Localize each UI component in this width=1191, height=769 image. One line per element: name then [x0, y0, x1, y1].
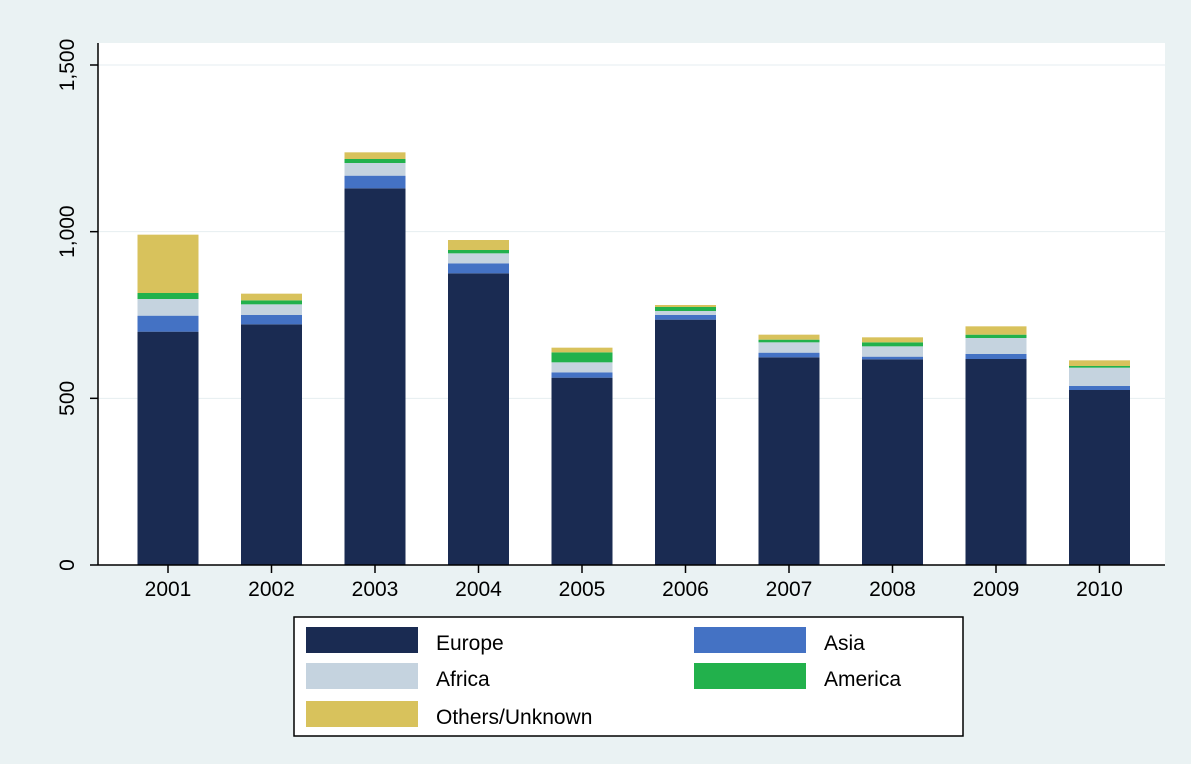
bar-segment-africa-2001 — [137, 299, 199, 316]
bar-segment-europe-2008 — [862, 359, 923, 565]
x-tick-label: 2005 — [559, 578, 606, 601]
x-tick-label: 2008 — [869, 578, 916, 601]
legend-label-asia: Asia — [824, 632, 865, 655]
bar-segment-europe-2003 — [344, 188, 406, 566]
legend-label-africa: Africa — [436, 668, 490, 691]
bar-segment-others-unknown-2008 — [862, 337, 923, 343]
bar-segment-asia-2010 — [1069, 386, 1130, 390]
bar-segment-africa-2003 — [344, 163, 406, 176]
bar-segment-africa-2002 — [241, 304, 302, 315]
x-tick-label: 2004 — [455, 578, 502, 601]
y-tick-label: 1,000 — [56, 205, 79, 258]
y-tick-label: 1,500 — [56, 39, 79, 92]
bar-segment-asia-2005 — [551, 372, 613, 378]
bar-segment-america-2006 — [655, 307, 716, 311]
bar-segment-africa-2010 — [1069, 367, 1130, 386]
bar-segment-asia-2004 — [448, 263, 509, 274]
x-tick-label: 2003 — [352, 578, 399, 601]
bar-segment-others-unknown-2009 — [965, 326, 1027, 335]
legend-label-america: America — [824, 668, 901, 691]
bar-segment-asia-2003 — [344, 175, 406, 189]
bar-segment-europe-2005 — [551, 377, 613, 565]
bar-segment-europe-2001 — [137, 331, 199, 565]
legend-swatch-europe — [306, 627, 418, 653]
bar-segment-others-unknown-2003 — [344, 152, 406, 159]
y-tick-label: 0 — [56, 559, 79, 571]
bar-segment-america-2004 — [448, 250, 509, 254]
bar-segment-america-2005 — [551, 352, 613, 363]
legend-label-europe: Europe — [436, 632, 504, 655]
bar-segment-asia-2008 — [862, 356, 923, 360]
bar-segment-america-2008 — [862, 342, 923, 347]
bar-segment-others-unknown-2005 — [551, 347, 613, 353]
x-tick-label: 2001 — [145, 578, 192, 601]
bar-segment-others-unknown-2004 — [448, 240, 509, 250]
bar-segment-europe-2002 — [241, 324, 302, 565]
bar-segment-europe-2007 — [758, 357, 820, 565]
bar-segment-america-2001 — [137, 293, 199, 299]
x-tick-label: 2010 — [1076, 578, 1123, 601]
bar-segment-others-unknown-2002 — [241, 293, 302, 301]
bar-segment-africa-2009 — [965, 338, 1027, 354]
x-tick-label: 2009 — [973, 578, 1020, 601]
x-tick-label: 2002 — [248, 578, 295, 601]
legend-label-others-unknown: Others/Unknown — [436, 706, 592, 729]
bar-segment-others-unknown-2001 — [137, 234, 199, 293]
bar-segment-others-unknown-2006 — [655, 305, 716, 307]
legend-swatch-america — [694, 663, 806, 689]
bar-segment-asia-2009 — [965, 354, 1027, 359]
legend: Europe Asia Africa America Others/Unknown — [293, 616, 964, 737]
bar-segment-asia-2001 — [137, 315, 199, 332]
bar-segment-africa-2005 — [551, 362, 613, 373]
bar-segment-america-2002 — [241, 300, 302, 305]
bar-segment-america-2003 — [344, 159, 406, 163]
bar-segment-europe-2006 — [655, 319, 716, 565]
bar-segment-others-unknown-2010 — [1069, 360, 1130, 366]
bar-segment-asia-2002 — [241, 315, 302, 325]
legend-swatch-others-unknown — [306, 701, 418, 727]
bar-segment-europe-2004 — [448, 273, 509, 565]
bar-segment-africa-2007 — [758, 342, 820, 353]
bar-segment-america-2010 — [1069, 366, 1130, 368]
bar-segment-europe-2009 — [965, 359, 1027, 565]
bar-segment-africa-2008 — [862, 346, 923, 357]
legend-swatch-africa — [306, 663, 418, 689]
legend-swatch-asia — [694, 627, 806, 653]
bar-segment-africa-2006 — [655, 311, 716, 315]
bar-segment-asia-2006 — [655, 315, 716, 320]
x-tick-label: 2006 — [662, 578, 709, 601]
bar-segment-others-unknown-2007 — [758, 334, 820, 340]
bar-segment-europe-2010 — [1069, 390, 1130, 565]
bar-segment-africa-2004 — [448, 253, 509, 264]
y-tick-label: 500 — [56, 381, 79, 416]
bar-segment-asia-2007 — [758, 352, 820, 358]
x-tick-label: 2007 — [766, 578, 813, 601]
bar-segment-america-2009 — [965, 334, 1027, 338]
axes: 0 500 1,000 1,500 2001 2002 2003 2004 2005 2006 20… — [56, 39, 1165, 601]
bar-segment-america-2007 — [758, 339, 820, 343]
bars — [137, 152, 1130, 566]
